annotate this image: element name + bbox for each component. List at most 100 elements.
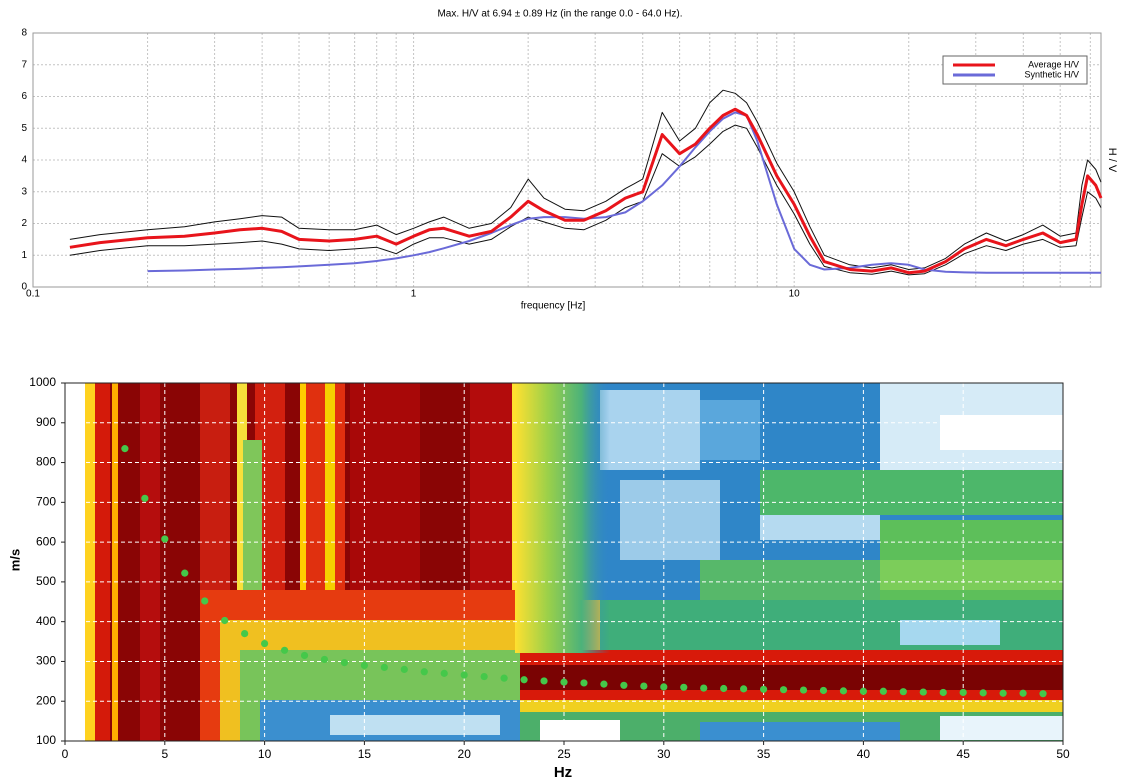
scatter-point: [740, 685, 747, 692]
x-axis-label: Hz: [554, 764, 572, 781]
scatter-point: [680, 684, 687, 691]
scatter-point: [241, 630, 248, 637]
y-tick-label: 200: [36, 693, 56, 707]
scatter-point: [520, 676, 527, 683]
scatter-point: [880, 688, 887, 695]
scatter-point: [261, 640, 268, 647]
scatter-point: [121, 445, 128, 452]
y-tick-label: 900: [36, 415, 56, 429]
heatmap-cell: [880, 560, 1063, 590]
scatter-point: [201, 597, 208, 604]
heatmap-cell: [760, 470, 1063, 515]
legend-label: Average H/V: [1028, 59, 1079, 69]
x-axis-label: frequency [Hz]: [521, 301, 586, 312]
scatter-point: [161, 535, 168, 542]
scatter-point: [720, 685, 727, 692]
y-tick-label: 300: [36, 654, 56, 668]
x-tick-label: 0: [62, 747, 69, 761]
scatter-point: [700, 684, 707, 691]
heatmap-cell: [700, 400, 760, 460]
y-axis-label: m/s: [7, 549, 22, 571]
scatter-point: [181, 570, 188, 577]
y-axis-label: H / V: [1106, 148, 1118, 173]
scatter-point: [221, 617, 228, 624]
scatter-point: [820, 687, 827, 694]
y-tick-label: 1: [21, 250, 27, 261]
scatter-point: [441, 670, 448, 677]
scatter-point: [1019, 690, 1026, 697]
heatmap-cell: [330, 715, 500, 735]
scatter-point: [1000, 690, 1007, 697]
scatter-point: [461, 671, 468, 678]
scatter-point: [481, 673, 488, 680]
x-tick-label: 25: [557, 747, 571, 761]
scatter-point: [620, 682, 627, 689]
x-tick-label: 5: [161, 747, 168, 761]
scatter-point: [540, 677, 547, 684]
heatmap-cell: [85, 383, 95, 741]
scatter-point: [940, 689, 947, 696]
heatmap-cell: [620, 480, 720, 560]
y-tick-label: 100: [36, 733, 56, 747]
x-tick-label: 15: [358, 747, 372, 761]
scatter-point: [780, 686, 787, 693]
page: H/V and dispersion {"chart_data": [ {"ty…: [0, 0, 1121, 781]
scatter-point: [560, 679, 567, 686]
scatter-point: [840, 687, 847, 694]
scatter-point: [381, 664, 388, 671]
heatmap-cell: [95, 383, 110, 741]
y-tick-label: 7: [21, 59, 27, 70]
heatmap-cell: [520, 700, 1063, 712]
heatmap-cell: [700, 722, 900, 741]
scatter-point: [421, 668, 428, 675]
x-tick-label: 1: [411, 289, 417, 300]
y-tick-label: 700: [36, 495, 56, 509]
scatter-point: [660, 683, 667, 690]
heatmap-cell: [700, 560, 880, 600]
y-tick-label: 400: [36, 614, 56, 628]
y-tick-label: 3: [21, 186, 27, 197]
scatter-point: [980, 689, 987, 696]
legend-label: Synthetic H/V: [1024, 69, 1079, 79]
heatmap-cell: [940, 415, 1063, 450]
x-tick-label: 10: [789, 289, 801, 300]
heatmap-cell: [540, 720, 620, 741]
scatter-point: [401, 666, 408, 673]
y-tick-label: 800: [36, 455, 56, 469]
scatter-point: [321, 656, 328, 663]
heatmap-cell: [112, 383, 118, 741]
figure: 0123456780.1110Average H/VSynthetic H/VM…: [0, 0, 1121, 781]
x-tick-label: 35: [757, 747, 771, 761]
scatter-point: [301, 652, 308, 659]
scatter-point: [600, 681, 607, 688]
y-tick-label: 600: [36, 534, 56, 548]
heatmap-cell: [140, 383, 160, 741]
y-tick-label: 2: [21, 218, 27, 229]
scatter-point: [920, 688, 927, 695]
scatter-point: [640, 683, 647, 690]
scatter-point: [341, 659, 348, 666]
scatter-point: [501, 675, 508, 682]
scatter-point: [900, 688, 907, 695]
x-tick-label: 0.1: [26, 289, 40, 300]
body: 0123456780.1110Average H/VSynthetic H/VM…: [0, 0, 1121, 781]
scatter-point: [141, 495, 148, 502]
y-tick-label: 8: [21, 28, 27, 39]
scatter-point: [281, 647, 288, 654]
scatter-point: [1039, 690, 1046, 697]
scatter-point: [361, 662, 368, 669]
y-tick-label: 6: [21, 91, 27, 102]
heatmap-cell: [900, 620, 1000, 645]
heatmap-cell: [600, 390, 700, 470]
scatter-point: [580, 679, 587, 686]
scatter-point: [860, 688, 867, 695]
y-tick-label: 500: [36, 574, 56, 588]
heatmap-cell: [940, 716, 1063, 740]
scatter-point: [960, 689, 967, 696]
y-tick-label: 5: [21, 123, 27, 134]
x-tick-label: 10: [258, 747, 272, 761]
scatter-point: [800, 686, 807, 693]
x-tick-label: 45: [957, 747, 971, 761]
y-tick-label: 1000: [29, 375, 56, 389]
x-tick-label: 30: [657, 747, 671, 761]
